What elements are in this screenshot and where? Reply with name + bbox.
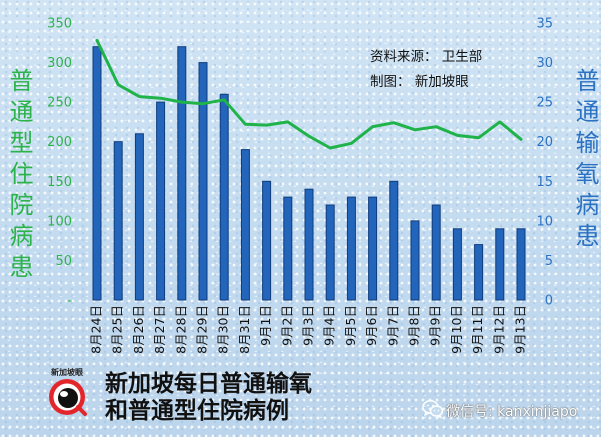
- bar: [283, 196, 293, 301]
- y-tick-label-right: 0: [545, 294, 553, 309]
- bars-group: [92, 46, 526, 301]
- y-tick-label-right: 5: [545, 254, 553, 269]
- bar: [346, 196, 356, 301]
- bar: [304, 188, 314, 301]
- y-tick-label-right: 20: [536, 135, 553, 150]
- y-tick-label-left: 150: [47, 175, 72, 190]
- x-tick-label: 9月6日: [364, 305, 379, 346]
- bar: [219, 93, 229, 301]
- watermark-text: 微信号: kanxinjiapo: [446, 404, 578, 420]
- bar: [325, 204, 335, 301]
- right-axis-ticks: 0 5 10 15 20 25 30 35: [536, 17, 553, 309]
- y-tick-label-right: 30: [536, 56, 553, 71]
- chart-title-line-1: 新加坡每日普通输氧: [105, 371, 312, 397]
- bar: [134, 133, 144, 301]
- x-tick-label: 9月9日: [428, 305, 443, 346]
- y-tick-label-left: 350: [47, 17, 72, 32]
- bar: [452, 228, 462, 301]
- x-tick-label: 9月4日: [322, 305, 337, 346]
- x-tick-label: 8月30日: [216, 305, 231, 354]
- y-tick-label-right: 35: [536, 17, 553, 32]
- x-tick-label: 9月5日: [343, 305, 358, 346]
- bar: [368, 196, 378, 301]
- y-tick-label-left: 50: [55, 254, 72, 269]
- x-tick-label: 9月7日: [385, 305, 400, 346]
- y-tick-label-right: 15: [536, 175, 553, 190]
- bar: [177, 46, 187, 301]
- bar: [92, 46, 102, 301]
- x-tick-label: 8月24日: [89, 305, 104, 354]
- bar: [410, 220, 420, 301]
- right-axis-title: 普通输氧病患: [571, 68, 599, 254]
- logo-text: 新加坡眼: [51, 368, 83, 377]
- x-tick-label: 9月2日: [279, 305, 294, 346]
- bar: [240, 149, 250, 301]
- x-axis-ticks: 8月24日 8月25日 8月26日 8月27日 8月28日 8月29日 8月30日 8月31日…: [89, 305, 528, 354]
- bar: [431, 204, 441, 301]
- x-tick-label: 8月26日: [131, 305, 146, 354]
- y-tick-label-right: 10: [536, 214, 553, 229]
- y-tick-label-left: 200: [47, 135, 72, 150]
- x-tick-label: 8月28日: [173, 305, 188, 354]
- y-tick-label-left: 100: [47, 214, 72, 229]
- bar: [262, 180, 272, 301]
- chart-title-line-2: 和普通型住院病例: [105, 398, 289, 424]
- x-tick-label: 9月1日: [258, 305, 273, 346]
- bar: [389, 180, 399, 301]
- bar: [495, 228, 505, 301]
- x-tick-label: 8月29日: [195, 305, 210, 354]
- bar: [516, 228, 526, 301]
- bar: [113, 141, 123, 301]
- line-group: [95, 38, 523, 150]
- y-tick-label-right: 25: [536, 96, 553, 111]
- wechat-icon: [422, 400, 444, 419]
- y-tick-label-left: -: [67, 294, 72, 309]
- bar: [156, 101, 166, 301]
- x-tick-label: 9月10日: [449, 305, 464, 354]
- left-axis-title: 普通型住院病患: [5, 68, 33, 285]
- x-tick-label: 8月25日: [110, 305, 125, 354]
- y-tick-label-left: 250: [47, 96, 72, 111]
- left-axis-ticks: - 50 100 150 200 250 300 350: [47, 17, 72, 309]
- x-tick-label: 9月3日: [301, 305, 316, 346]
- y-tick-label-left: 300: [47, 56, 72, 71]
- bar: [474, 244, 484, 301]
- x-tick-label: 9月8日: [407, 305, 422, 346]
- x-tick-label: 9月12日: [491, 305, 506, 354]
- hospitalized-line: [95, 38, 523, 150]
- bar: [198, 62, 208, 301]
- x-tick-label: 9月11日: [470, 305, 485, 354]
- credit-annotation: 制图： 新加坡眼: [370, 74, 469, 90]
- x-tick-label: 8月31日: [237, 305, 252, 354]
- x-tick-label: 9月13日: [513, 305, 528, 354]
- x-tick-label: 8月27日: [152, 305, 167, 354]
- brand-logo: 新加坡眼: [44, 367, 90, 421]
- source-annotation: 资料来源： 卫生部: [370, 49, 483, 65]
- eye-logo-icon: [49, 379, 87, 416]
